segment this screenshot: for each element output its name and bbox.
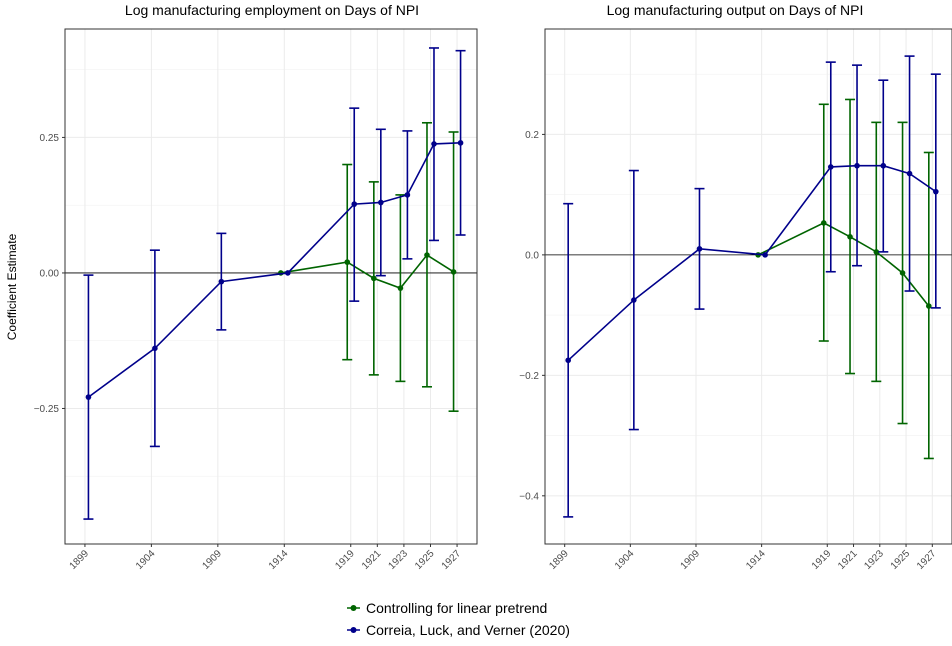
x-tick-label: 1925: [413, 548, 437, 572]
x-tick-label: 1899: [547, 548, 571, 572]
data-point: [820, 220, 827, 226]
data-point: [397, 285, 404, 291]
data-point: [404, 192, 411, 198]
y-axis-label: Coefficient Estimate: [5, 233, 19, 340]
x-tick-label: 1921: [836, 548, 860, 572]
legend-item-clv: Correia, Luck, and Verner (2020): [347, 622, 570, 638]
legend-label-clv: Correia, Luck, and Verner (2020): [366, 622, 570, 638]
x-tick-label: 1919: [333, 548, 357, 572]
panel-output: Log manufacturing output on Days of NPI …: [519, 2, 952, 572]
data-point: [933, 188, 939, 195]
series-line: [757, 222, 930, 307]
x-tick-label: 1927: [440, 548, 464, 572]
data-point: [85, 394, 92, 400]
legend-key-dot-clv: [350, 627, 357, 633]
x-tick-label: 1921: [360, 548, 384, 572]
data-point: [873, 249, 880, 255]
data-point: [854, 162, 860, 169]
data-point: [378, 199, 384, 206]
data-point: [696, 246, 703, 252]
y-tick-label: 0.25: [40, 133, 60, 144]
chart-title-output: Log manufacturing output on Days of NPI: [607, 2, 864, 18]
x-tick-label: 1914: [267, 548, 291, 572]
x-tick-label: 1914: [744, 548, 768, 572]
data-point: [631, 297, 637, 303]
x-tick-label: 1904: [613, 548, 637, 572]
plot-border: [64, 28, 478, 545]
x-tick-label: 1909: [200, 548, 224, 572]
data-point: [762, 252, 768, 258]
data-point: [152, 345, 158, 352]
x-tick-label: 1904: [134, 548, 158, 572]
panel-employment: Log manufacturing employment on Days of …: [5, 2, 478, 572]
data-point: [926, 303, 932, 309]
data-point: [344, 259, 351, 265]
data-point: [431, 141, 437, 147]
legend: Controlling for linear pretrend Correia,…: [347, 600, 570, 638]
data-point: [450, 269, 457, 275]
legend-label-pretrend: Controlling for linear pretrend: [366, 600, 547, 616]
data-point: [827, 164, 834, 170]
x-tick-label: 1923: [862, 548, 886, 572]
legend-item-pretrend: Controlling for linear pretrend: [347, 600, 547, 616]
data-point: [847, 234, 853, 240]
x-tick-label: 1919: [810, 548, 834, 572]
plot-border: [544, 28, 952, 545]
series-line: [87, 142, 461, 398]
data-point: [906, 170, 913, 177]
series-line: [280, 254, 454, 290]
data-point: [457, 140, 464, 146]
x-tick-label: 1923: [387, 548, 411, 572]
data-point: [218, 278, 225, 285]
data-point: [880, 162, 887, 169]
data-point: [284, 270, 291, 276]
y-tick-label: 0.00: [40, 268, 60, 279]
data-point: [351, 201, 358, 207]
legend-key-dot-pretrend: [350, 605, 357, 611]
x-tick-label: 1925: [889, 548, 913, 572]
y-tick-label: −0.4: [519, 491, 539, 502]
x-tick-label: 1899: [68, 548, 92, 572]
data-point: [565, 357, 571, 364]
data-point: [424, 252, 430, 258]
x-tick-label: 1909: [679, 548, 703, 572]
y-tick-label: −0.25: [34, 404, 60, 415]
y-tick-label: −0.2: [519, 371, 539, 382]
y-tick-label: 0.0: [525, 250, 539, 261]
data-point: [899, 270, 906, 276]
data-point: [371, 275, 377, 282]
y-tick-label: 0.2: [525, 130, 539, 141]
chart-title-employment: Log manufacturing employment on Days of …: [125, 2, 419, 18]
x-tick-label: 1927: [915, 548, 939, 572]
